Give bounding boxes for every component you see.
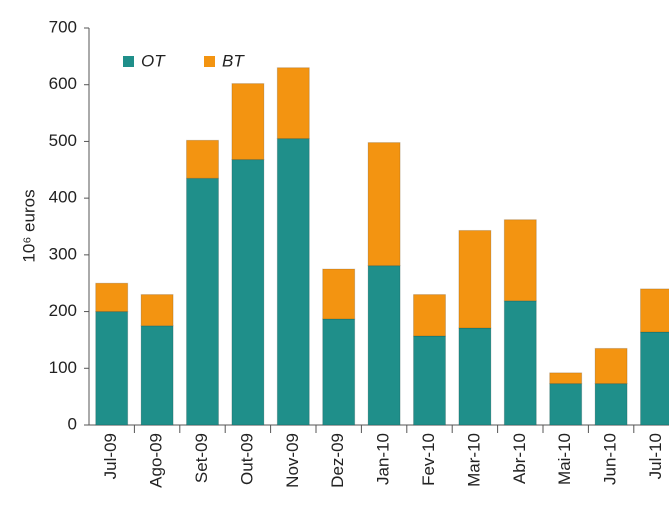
- bar-segment: [549, 383, 583, 426]
- x-tick-label: Jan-10: [374, 433, 393, 485]
- bar-segment: [413, 335, 446, 426]
- bar-segment: [458, 229, 492, 329]
- legend-swatch: [123, 56, 134, 67]
- y-tick-label: 600: [49, 74, 77, 93]
- x-tick-label: Abr-10: [510, 433, 529, 484]
- y-tick-label: 400: [49, 188, 77, 207]
- bar-segment: [140, 325, 174, 426]
- bar-segment: [503, 300, 537, 426]
- bar-segment: [458, 327, 492, 426]
- x-tick-label: Fev-10: [419, 433, 438, 486]
- x-tick-label: Mai-10: [555, 433, 574, 485]
- y-tick-label: 500: [49, 131, 77, 150]
- y-tick-label: 300: [49, 244, 77, 263]
- x-tick-label: Out-09: [237, 433, 256, 485]
- bar-segment: [322, 318, 356, 426]
- x-tick-label: Jul-09: [101, 433, 120, 479]
- y-axis-label: 10⁶ euros: [19, 189, 38, 262]
- bar-segment: [140, 294, 174, 327]
- x-tick-label: Dez-09: [328, 433, 347, 488]
- x-tick-label: Jun-10: [601, 433, 620, 485]
- x-tick-label: Jul-10: [646, 433, 665, 479]
- bar-segment: [95, 282, 129, 313]
- bar-segment: [594, 383, 628, 426]
- x-tick-label: Nov-09: [283, 433, 302, 488]
- bar-segment: [367, 142, 401, 267]
- bar-segment: [640, 288, 669, 333]
- x-tick-label: Mar-10: [464, 433, 483, 487]
- bar-segment: [640, 331, 669, 426]
- bar-segment: [276, 138, 310, 426]
- y-tick-label: 700: [49, 17, 77, 36]
- y-tick-label: 0: [68, 414, 77, 433]
- y-tick-label: 200: [49, 301, 77, 320]
- bar-segment: [276, 67, 310, 140]
- bar-segment: [231, 83, 265, 161]
- legend-swatch: [204, 56, 215, 67]
- bar-segment: [367, 265, 401, 426]
- x-tick-label: Set-09: [192, 433, 211, 483]
- bar-segment: [549, 372, 583, 385]
- x-tick-label: Ago-09: [147, 433, 166, 488]
- legend-label: BT: [222, 51, 245, 70]
- bar-segment: [503, 219, 537, 302]
- legend-label: OT: [141, 51, 166, 70]
- bar-segment: [231, 159, 265, 426]
- bar-segment: [594, 347, 628, 385]
- y-tick-label: 100: [49, 358, 77, 377]
- bar-segment: [186, 139, 219, 179]
- bar-segment: [322, 268, 356, 320]
- bar-segment: [413, 294, 446, 337]
- bar-segment: [186, 177, 219, 426]
- bar-segment: [95, 311, 129, 426]
